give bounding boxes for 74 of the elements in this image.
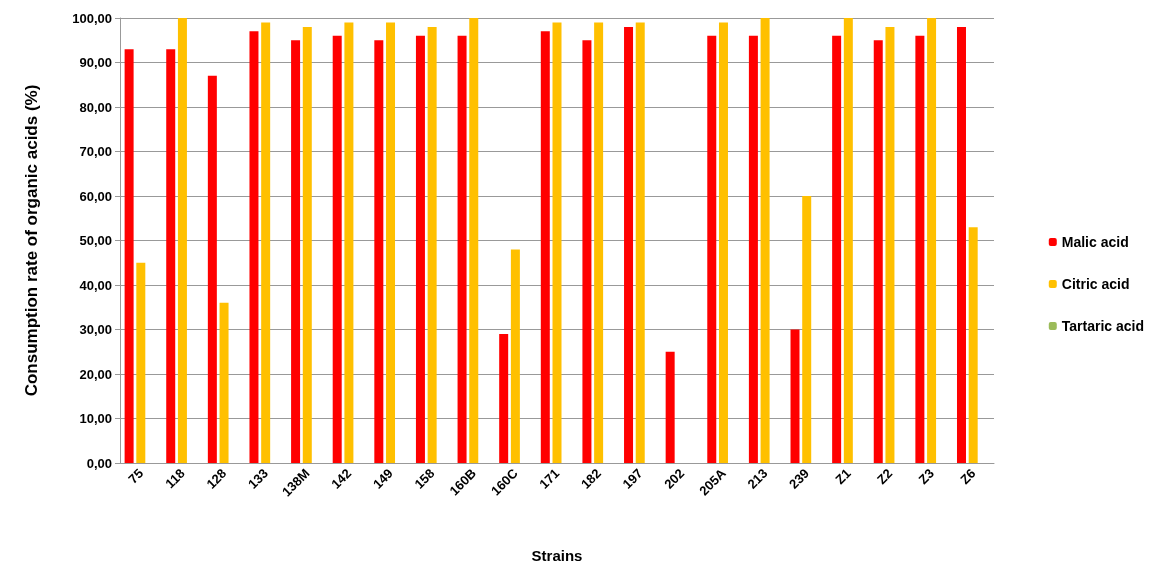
bar [832, 35, 842, 463]
y-tick-label: 100,00 [72, 10, 112, 26]
x-tick-label: 158 [411, 465, 438, 492]
bar [261, 22, 271, 463]
bar [207, 75, 217, 463]
bar [748, 35, 758, 463]
y-axis-title: Consumption rate of organic acids (%) [22, 84, 41, 397]
y-tick-label: 20,00 [79, 366, 112, 382]
bar [469, 18, 479, 463]
bar [624, 26, 634, 463]
y-tick-label: 10,00 [79, 411, 112, 426]
legend-label: Citric acid [1061, 276, 1130, 292]
bar [332, 35, 342, 463]
bar [415, 35, 425, 463]
bar [457, 35, 467, 463]
x-tick-label: 239 [786, 465, 813, 492]
x-tick-label: 133 [245, 465, 271, 492]
x-tick-label: 75 [125, 465, 147, 487]
bar [915, 35, 925, 463]
bar [510, 249, 520, 463]
legend-label: Malic acid [1061, 234, 1129, 250]
bar [552, 22, 562, 463]
y-tick-label: 80,00 [79, 99, 112, 115]
bar [956, 26, 966, 463]
y-tick-label: 90,00 [79, 55, 112, 70]
bar [136, 262, 146, 463]
bar [635, 22, 645, 463]
bar [540, 31, 550, 463]
bar [843, 18, 853, 463]
x-tick-label: 142 [328, 465, 355, 492]
y-tick-label: 50,00 [79, 233, 112, 248]
x-tick-label: Z1 [832, 465, 854, 488]
bar [718, 22, 728, 463]
bar [374, 40, 384, 463]
x-tick-label: 171 [536, 465, 563, 492]
y-tick-label: 30,00 [79, 322, 112, 337]
bar [166, 49, 176, 463]
x-tick-label: 213 [744, 465, 771, 492]
bar [344, 22, 354, 463]
bar [885, 26, 895, 463]
bar [802, 196, 812, 463]
bar [927, 18, 937, 463]
x-tick-label: Z3 [915, 465, 937, 488]
bar [665, 351, 675, 463]
bar [427, 26, 437, 463]
y-tick-label: 70,00 [79, 144, 112, 159]
x-tick-label: 118 [162, 465, 188, 492]
x-tick-label: 202 [661, 465, 688, 492]
x-tick-label: 149 [369, 465, 396, 492]
bar [249, 31, 259, 463]
x-tick-label: Z6 [957, 465, 979, 488]
bar [760, 18, 770, 463]
legend-label: Tartaric acid [1061, 318, 1145, 334]
bar [790, 329, 800, 463]
bar [124, 49, 134, 463]
y-tick-label: 60,00 [79, 188, 112, 204]
x-tick-label: 182 [577, 465, 604, 492]
bar [291, 40, 301, 463]
bar [873, 40, 883, 463]
bar [219, 302, 229, 463]
bar [499, 333, 509, 463]
bar [386, 22, 396, 463]
x-tick-label: 128 [203, 465, 230, 492]
x-tick-label: 197 [619, 465, 646, 492]
y-tick-label: 40,00 [79, 277, 112, 293]
bar [582, 40, 592, 463]
y-tick-label: 0,00 [86, 455, 112, 471]
bar [302, 26, 312, 463]
bar [968, 227, 978, 463]
bar [594, 22, 604, 463]
x-axis-title: Strains [531, 547, 583, 564]
x-tick-label: Z2 [873, 465, 896, 488]
bar [177, 18, 187, 463]
bar [707, 35, 717, 463]
